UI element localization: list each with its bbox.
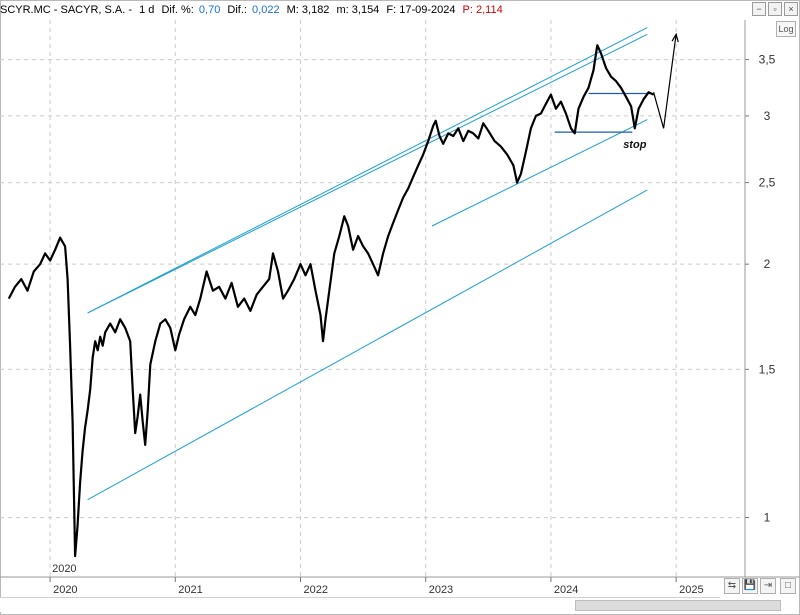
- channel-line: [87, 189, 648, 501]
- link-icon[interactable]: ⇆: [724, 578, 740, 594]
- price-series: [7, 44, 655, 558]
- scrollbar-thumb[interactable]: [575, 600, 781, 611]
- y-tick-label: 2,5: [759, 176, 776, 190]
- price-label: P: 2,114: [462, 4, 503, 16]
- trend-channels: [87, 27, 648, 501]
- x-tick-label: 2021: [178, 584, 202, 596]
- max-label: M: 3,182: [286, 4, 330, 16]
- dif-pct-value: 0,70: [198, 4, 221, 16]
- y-axis: 1 1,5 2 2,5 3 3,5: [745, 53, 776, 525]
- arrow-head: [671, 32, 679, 43]
- projection-line: [653, 34, 677, 129]
- symbol-label: SCYR.MC - SACYR, S.A. -: [0, 4, 133, 16]
- close-button[interactable]: ×: [784, 2, 798, 16]
- window-controls: − ▫ ×: [752, 2, 798, 16]
- date-label: F: 17-09-2024: [386, 4, 456, 16]
- dif-value: 0,022: [252, 4, 280, 16]
- projection-arrow: [653, 32, 679, 129]
- log-scale-button[interactable]: Log: [776, 21, 796, 37]
- dif-label: Dif.:: [227, 4, 247, 16]
- x-tick-label: 2022: [304, 584, 328, 596]
- pin-icon[interactable]: ⇥: [760, 578, 776, 594]
- min-label: m: 3,154: [336, 4, 380, 16]
- scroll-end-icon[interactable]: □: [780, 578, 796, 594]
- channel-line: [431, 119, 648, 227]
- channel-line: [87, 27, 648, 314]
- horizontal-scrollbar[interactable]: [0, 597, 720, 612]
- y-tick-label: 1,5: [759, 362, 776, 376]
- timeframe-label: 1 d: [139, 4, 155, 16]
- y-tick-label: 3: [764, 109, 771, 123]
- y-tick-label: 2: [764, 257, 771, 271]
- y-tick-label: 1: [764, 511, 771, 525]
- support-lines: [554, 92, 652, 133]
- minimize-button[interactable]: −: [752, 2, 766, 16]
- channel-line: [87, 33, 648, 314]
- grid: [0, 20, 800, 578]
- x-axis: 2020 2021 2022 2023 2024 2025 2020: [49, 563, 704, 596]
- save-icon[interactable]: 💾: [742, 578, 758, 594]
- x-tick-label: 2023: [429, 584, 453, 596]
- price-line: [7, 44, 655, 558]
- maximize-button[interactable]: ▫: [768, 2, 782, 16]
- x-tick-label: 2024: [554, 584, 578, 596]
- x-tick-label: 2020: [53, 584, 77, 596]
- stop-label: stop: [623, 139, 647, 151]
- y-tick-label: 3,5: [759, 53, 776, 67]
- year-marker: 2020: [52, 563, 76, 575]
- annotations: stop: [623, 139, 647, 151]
- dif-pct-label: Dif. %:: [161, 4, 194, 16]
- x-tick-label: 2025: [679, 584, 703, 596]
- chart-header: SCYR.MC - SACYR, S.A. - 1 d Dif. %: 0,70…: [0, 0, 745, 20]
